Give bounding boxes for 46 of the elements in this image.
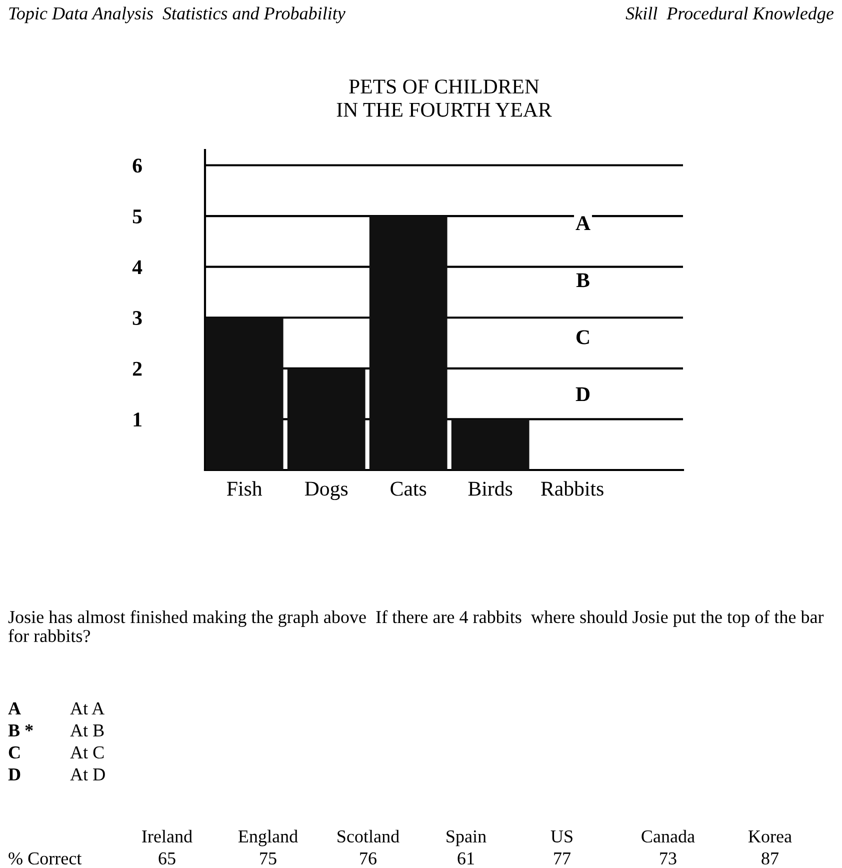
y-tick-label: 6 (132, 158, 142, 173)
text: Scotland (338, 830, 400, 843)
y-tick-label: 2 (132, 362, 142, 376)
text: C (8, 746, 20, 759)
text: Skill Procedural Knowledge (626, 6, 834, 24)
annotation: C (576, 330, 589, 344)
annotation: D (576, 387, 590, 402)
annotation: B (576, 273, 590, 288)
x-tick-label: Birds (468, 481, 512, 496)
text: At B (70, 724, 104, 737)
text: A (8, 702, 21, 714)
y-tick-label: 3 (132, 311, 142, 326)
text: 77 (554, 852, 571, 864)
text: % Correct (8, 852, 82, 865)
y-tick-label: 4 (132, 260, 142, 274)
text: Spain (446, 830, 486, 846)
text: Korea (748, 830, 792, 843)
x-tick-label: Cats (390, 482, 426, 496)
text: At A (70, 702, 104, 715)
text: Ireland (142, 830, 192, 843)
y-tick-label: 1 (134, 412, 142, 426)
text: England (238, 830, 298, 846)
x-tick-label: Rabbits (541, 481, 604, 496)
text: Josie has almost finished making the graph above If there are 4 rabbits where should Josie put the top of the bar for rabbits? (8, 610, 824, 642)
text: Topic Data Analysis Statistics and Probability (9, 6, 346, 24)
text: 75 (260, 852, 276, 865)
text: 87 (762, 852, 779, 865)
text: 76 (360, 852, 376, 865)
annotation: A (576, 216, 590, 230)
bar (369, 216, 448, 470)
text: B * (8, 724, 33, 736)
text: D (8, 768, 20, 780)
bar (205, 318, 284, 470)
x-tick-label: Fish (227, 481, 262, 496)
text: 73 (660, 852, 676, 865)
text: 65 (158, 852, 176, 865)
text: At D (70, 768, 105, 781)
x-tick-label: Dogs (304, 482, 348, 500)
bar (451, 419, 530, 470)
bar (287, 368, 366, 470)
chart-title: PETS OF CHILDREN IN THE FOURTH YEAR (336, 80, 552, 117)
text: At C (70, 746, 104, 759)
text: US (550, 830, 572, 843)
y-tick-label: 5 (132, 210, 142, 224)
text: 61 (458, 852, 474, 865)
text: Canada (642, 830, 695, 843)
